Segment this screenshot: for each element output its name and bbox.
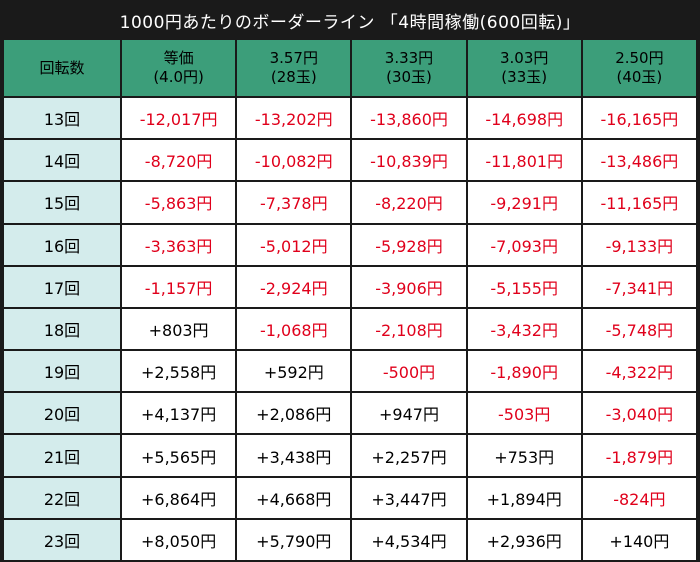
header-spins: 回転数 [4,40,120,96]
value-cell: -1,879円 [582,435,696,476]
value-cell: +4,137円 [122,393,236,434]
value-cell: -5,863円 [122,182,236,223]
value-cell: +753円 [467,435,581,476]
value-cell: -13,202円 [237,98,351,139]
value-cell: -4,322円 [582,351,696,392]
table-title: 1000円あたりのボーダーライン 「4時間稼働(600回転)」 [119,12,581,33]
value-cell: -16,165円 [582,98,696,139]
value-cell: -5,012円 [237,224,351,265]
value-cell: -14,698円 [467,98,581,139]
value-cell: +6,864円 [122,477,236,518]
value-cell: +592円 [237,351,351,392]
value-cell: -1,890円 [467,351,581,392]
value-cell: +5,565円 [122,435,236,476]
value-cell: -2,924円 [237,266,351,307]
value-cell: -5,155円 [467,266,581,307]
value-cell: -824円 [582,477,696,518]
value-cell: -9,133円 [582,224,696,265]
value-cell: +4,668円 [237,477,351,518]
header-balls: (33玉) [501,68,548,86]
value-cell: +1,894円 [467,477,581,518]
row-label: 18回 [4,308,120,350]
value-cell: -503円 [467,393,581,434]
value-cell: +3,438円 [237,435,351,476]
value-cell: -13,860円 [352,98,466,139]
row-label: 13回 [4,98,120,139]
row-label: 15回 [4,182,120,223]
row-label: 22回 [4,477,120,518]
row-label: 21回 [4,435,120,476]
value-cell: +5,790円 [237,519,351,560]
row-label: 23回 [4,519,120,560]
value-cell: +3,447円 [352,477,466,518]
header-col-5: 2.50円 (40玉) [582,40,696,96]
header-rate: 2.50円 [615,49,664,68]
value-cell: -7,341円 [582,266,696,307]
value-cell: -3,040円 [582,393,696,434]
value-cell: -1,068円 [237,308,351,350]
value-cell: -10,839円 [352,140,466,181]
value-cell: -3,906円 [352,266,466,307]
header-balls: (4.0円) [153,68,204,86]
value-cell: +947円 [352,393,466,434]
value-cell: +4,534円 [352,519,466,560]
header-rate: 3.33円 [384,49,434,68]
value-cell: +2,086円 [237,393,351,434]
header-rate: 3.03円 [499,49,549,68]
row-label: 14回 [4,140,120,181]
header-spins-label: 回転数 [39,58,85,77]
value-cell: -12,017円 [122,98,236,139]
value-cell: -2,108円 [352,308,466,350]
value-cell: +2,257円 [352,435,466,476]
row-label: 16回 [4,224,120,265]
header-col-1: 等価 (4.0円) [122,40,236,96]
value-cell: -10,082円 [237,140,351,181]
header-balls: (28玉) [270,68,317,86]
header-rate: 3.57円 [269,49,318,68]
value-cell: -500円 [352,351,466,392]
value-cell: -3,363円 [122,224,236,265]
row-label: 19回 [4,351,120,392]
value-cell: -13,486円 [582,140,696,181]
header-balls: (30玉) [386,68,432,86]
value-cell: -5,928円 [352,224,466,265]
header-col-4: 3.03円 (33玉) [467,40,581,96]
header-col-2: 3.57円 (28玉) [237,40,351,96]
header-rate: 等価 [163,49,194,68]
header-col-3: 3.33円 (30玉) [352,40,466,96]
value-cell: -11,165円 [582,182,696,223]
value-cell: -5,748円 [582,308,696,350]
value-cell: +8,050円 [122,519,236,560]
header-balls: (40玉) [616,68,663,86]
value-cell: -7,378円 [237,182,351,223]
value-cell: -3,432円 [467,308,581,350]
value-cell: -8,220円 [352,182,466,223]
border-line-table: 回転数 等価 (4.0円) 3.57円 (28玉) 3.33円 (30玉) 3.… [4,40,696,560]
row-label: 20回 [4,393,120,434]
value-cell: -11,801円 [467,140,581,181]
value-cell: -9,291円 [467,182,581,223]
value-cell: -1,157円 [122,266,236,307]
value-cell: -8,720円 [122,140,236,181]
value-cell: -7,093円 [467,224,581,265]
row-label: 17回 [4,266,120,307]
value-cell: +2,936円 [467,519,581,560]
value-cell: +2,558円 [122,351,236,392]
value-cell: +803円 [122,308,236,350]
value-cell: +140円 [582,519,696,560]
